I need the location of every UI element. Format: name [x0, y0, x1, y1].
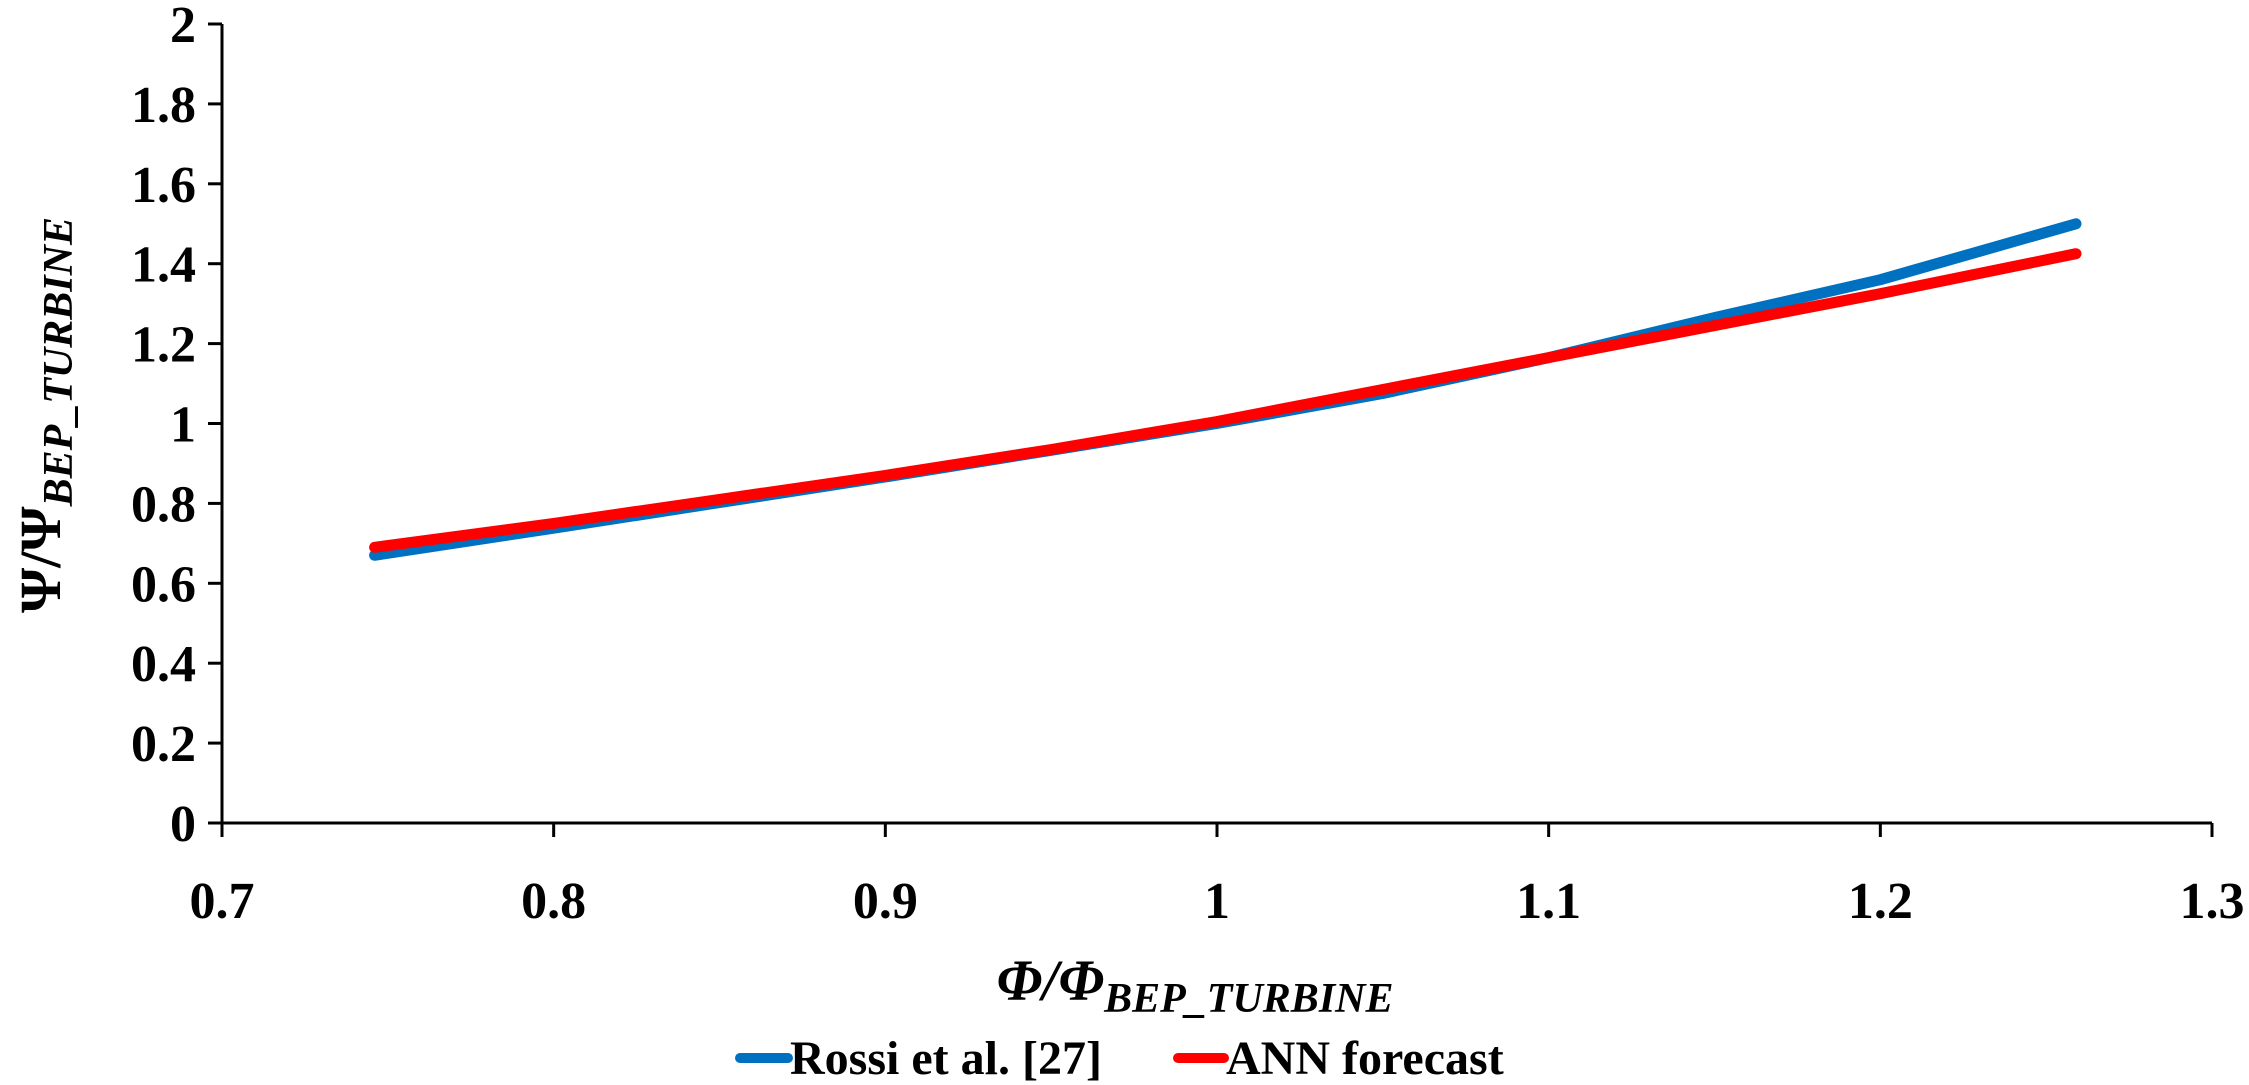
series-lines [369, 218, 2082, 561]
y-tick-label: 1.6 [131, 157, 196, 214]
series-line-rossi [369, 218, 2082, 561]
y-tick-label: 0.6 [131, 556, 196, 613]
legend-label-ann: ANN forecast [1226, 1032, 1504, 1085]
y-tick-label: 2 [170, 0, 196, 54]
y-tick-label: 1 [170, 397, 196, 454]
x-tick-label: 1.2 [1848, 873, 1913, 930]
y-tick-label: 0 [170, 796, 196, 853]
x-tick-label: 0.8 [521, 873, 586, 930]
x-tick-label: 0.7 [190, 873, 255, 930]
x-axis-title: Φ/ΦBEP_TURBINE [996, 948, 1393, 1022]
x-tick-label: 1 [1204, 873, 1230, 930]
x-tick-label: 1.3 [2180, 873, 2245, 930]
series-line-ann [369, 248, 2082, 553]
x-tick-label: 0.9 [853, 873, 918, 930]
y-axis-ticks: 0 0.2 0.4 0.6 0.8 1 1.2 1.4 1.6 1.8 2 [131, 0, 222, 853]
x-axis-ticks: 0.7 0.8 0.9 1 1.1 1.2 1.3 [190, 823, 2245, 930]
y-tick-label: 0.2 [131, 716, 196, 773]
y-axis-title: Ψ/ΨBEP_TURBINE [8, 217, 82, 613]
y-tick-label: 1.2 [131, 317, 196, 374]
y-tick-label: 0.4 [131, 636, 196, 693]
x-tick-label: 1.1 [1516, 873, 1581, 930]
y-tick-label: 1.8 [131, 77, 196, 134]
y-tick-label: 1.4 [131, 237, 196, 294]
legend: Rossi et al. [27] ANN forecast [735, 1032, 1504, 1085]
y-tick-label: 0.8 [131, 476, 196, 533]
legend-label-rossi: Rossi et al. [27] [790, 1032, 1102, 1085]
